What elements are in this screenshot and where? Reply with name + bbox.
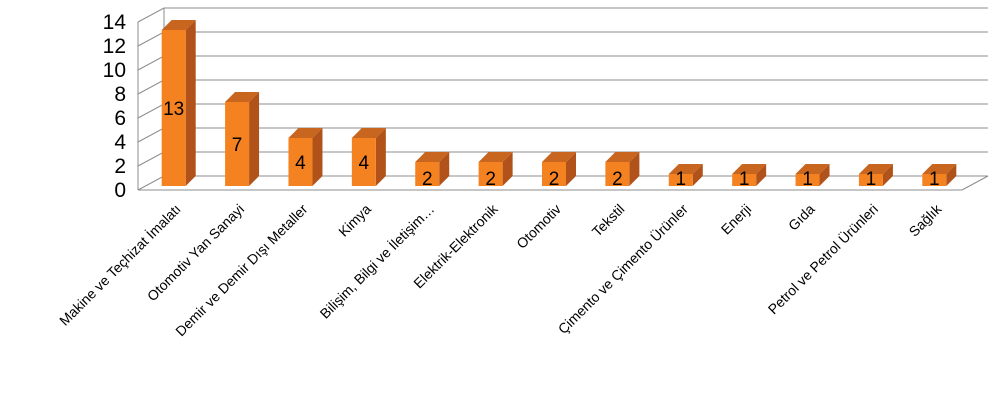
bar-top	[795, 164, 830, 174]
bar-side	[692, 164, 703, 186]
x-category-label: Otomotiv	[513, 201, 564, 252]
data-label: 1	[675, 169, 686, 190]
y-tick-label: 2	[114, 155, 126, 178]
bar-front	[605, 162, 630, 186]
y-tick-label: 12	[103, 35, 126, 58]
bar-front	[542, 162, 566, 186]
bars	[161, 20, 957, 186]
x-category-label: Kimya	[335, 201, 374, 240]
x-category-label: Petrol ve Petrol Ürünleri	[764, 200, 881, 317]
bar	[605, 152, 640, 186]
bar-side	[312, 128, 323, 186]
bar-side	[946, 164, 957, 186]
bar-front	[668, 174, 693, 186]
bar-top	[732, 164, 767, 174]
bar-top	[605, 152, 640, 162]
bar-top	[225, 92, 260, 102]
bar	[351, 128, 386, 186]
bar-side	[819, 164, 830, 186]
bar	[795, 164, 830, 186]
bar-front	[161, 30, 186, 186]
x-category-label: Gıda	[785, 201, 818, 234]
gridline	[137, 7, 988, 23]
bar-side	[502, 152, 513, 186]
gridline	[137, 55, 988, 71]
bar-side	[756, 164, 767, 186]
bar-top	[542, 152, 576, 162]
bar-top	[415, 152, 450, 162]
bar	[161, 20, 196, 186]
bar	[225, 92, 260, 186]
bar-top	[161, 20, 196, 30]
bar	[922, 164, 957, 186]
data-label: 2	[485, 169, 496, 190]
data-label: 2	[422, 169, 433, 190]
y-tick-label: 8	[114, 83, 126, 106]
bar-front	[922, 174, 947, 186]
bar-side	[629, 152, 640, 186]
bar	[732, 164, 767, 186]
bar	[288, 128, 323, 186]
y-tick-label: 0	[114, 179, 126, 202]
data-label: 1	[866, 169, 877, 190]
gridline	[137, 103, 988, 119]
x-category-label: Makine ve Teçhizat İmalatı	[55, 200, 183, 328]
bar-side	[439, 152, 450, 186]
bar-side	[249, 92, 260, 186]
bar-top	[922, 164, 957, 174]
bar-side	[566, 152, 576, 186]
bar-top	[288, 128, 323, 138]
y-tick-label: 14	[103, 11, 127, 34]
bar-top	[858, 164, 893, 174]
bar-front	[732, 174, 757, 186]
data-label: 4	[295, 153, 306, 174]
data-labels: 13 7 4 4 2 2 2 2 1 1 1 1 1	[163, 99, 939, 190]
data-label: 1	[929, 169, 940, 190]
gridline	[137, 79, 988, 95]
data-label: 13	[163, 99, 184, 120]
bar	[478, 152, 513, 186]
bar-side	[882, 164, 893, 186]
bar-front	[478, 162, 503, 186]
gridline	[137, 127, 988, 143]
data-label: 1	[802, 169, 813, 190]
bar-top	[351, 128, 386, 138]
bar	[858, 164, 893, 186]
bar	[415, 152, 450, 186]
x-category-label: Çimento ve Çimento Ürünler	[554, 200, 691, 337]
bar	[668, 164, 703, 186]
bar	[542, 152, 576, 186]
x-category-label: Demir ve Demir Dışı Metaller	[172, 201, 311, 340]
x-category-label: Enerji	[718, 201, 755, 238]
floor-edge	[961, 175, 989, 191]
bar-top	[668, 164, 703, 174]
bar-front	[288, 138, 313, 186]
gridline	[137, 31, 988, 47]
y-tick-label: 6	[114, 107, 126, 130]
bar-front	[225, 102, 250, 186]
x-category-label: Sağlık	[906, 200, 946, 240]
bar-side	[185, 20, 196, 186]
data-label: 2	[549, 169, 560, 190]
data-label: 2	[612, 169, 623, 190]
data-label: 1	[739, 169, 750, 190]
x-category-label: Tekstil	[589, 201, 628, 240]
bar-side	[375, 128, 386, 186]
y-tick-label: 10	[103, 59, 126, 82]
data-label: 7	[232, 135, 243, 156]
bar-front	[795, 174, 820, 186]
data-label: 4	[359, 153, 370, 174]
bar-front	[858, 174, 883, 186]
bar-front	[351, 138, 376, 186]
bar-top	[478, 152, 513, 162]
y-tick-label: 4	[114, 131, 126, 154]
bar-front	[415, 162, 440, 186]
x-category-label: Bilişim, Bilgi ve İletişim…	[316, 200, 437, 321]
